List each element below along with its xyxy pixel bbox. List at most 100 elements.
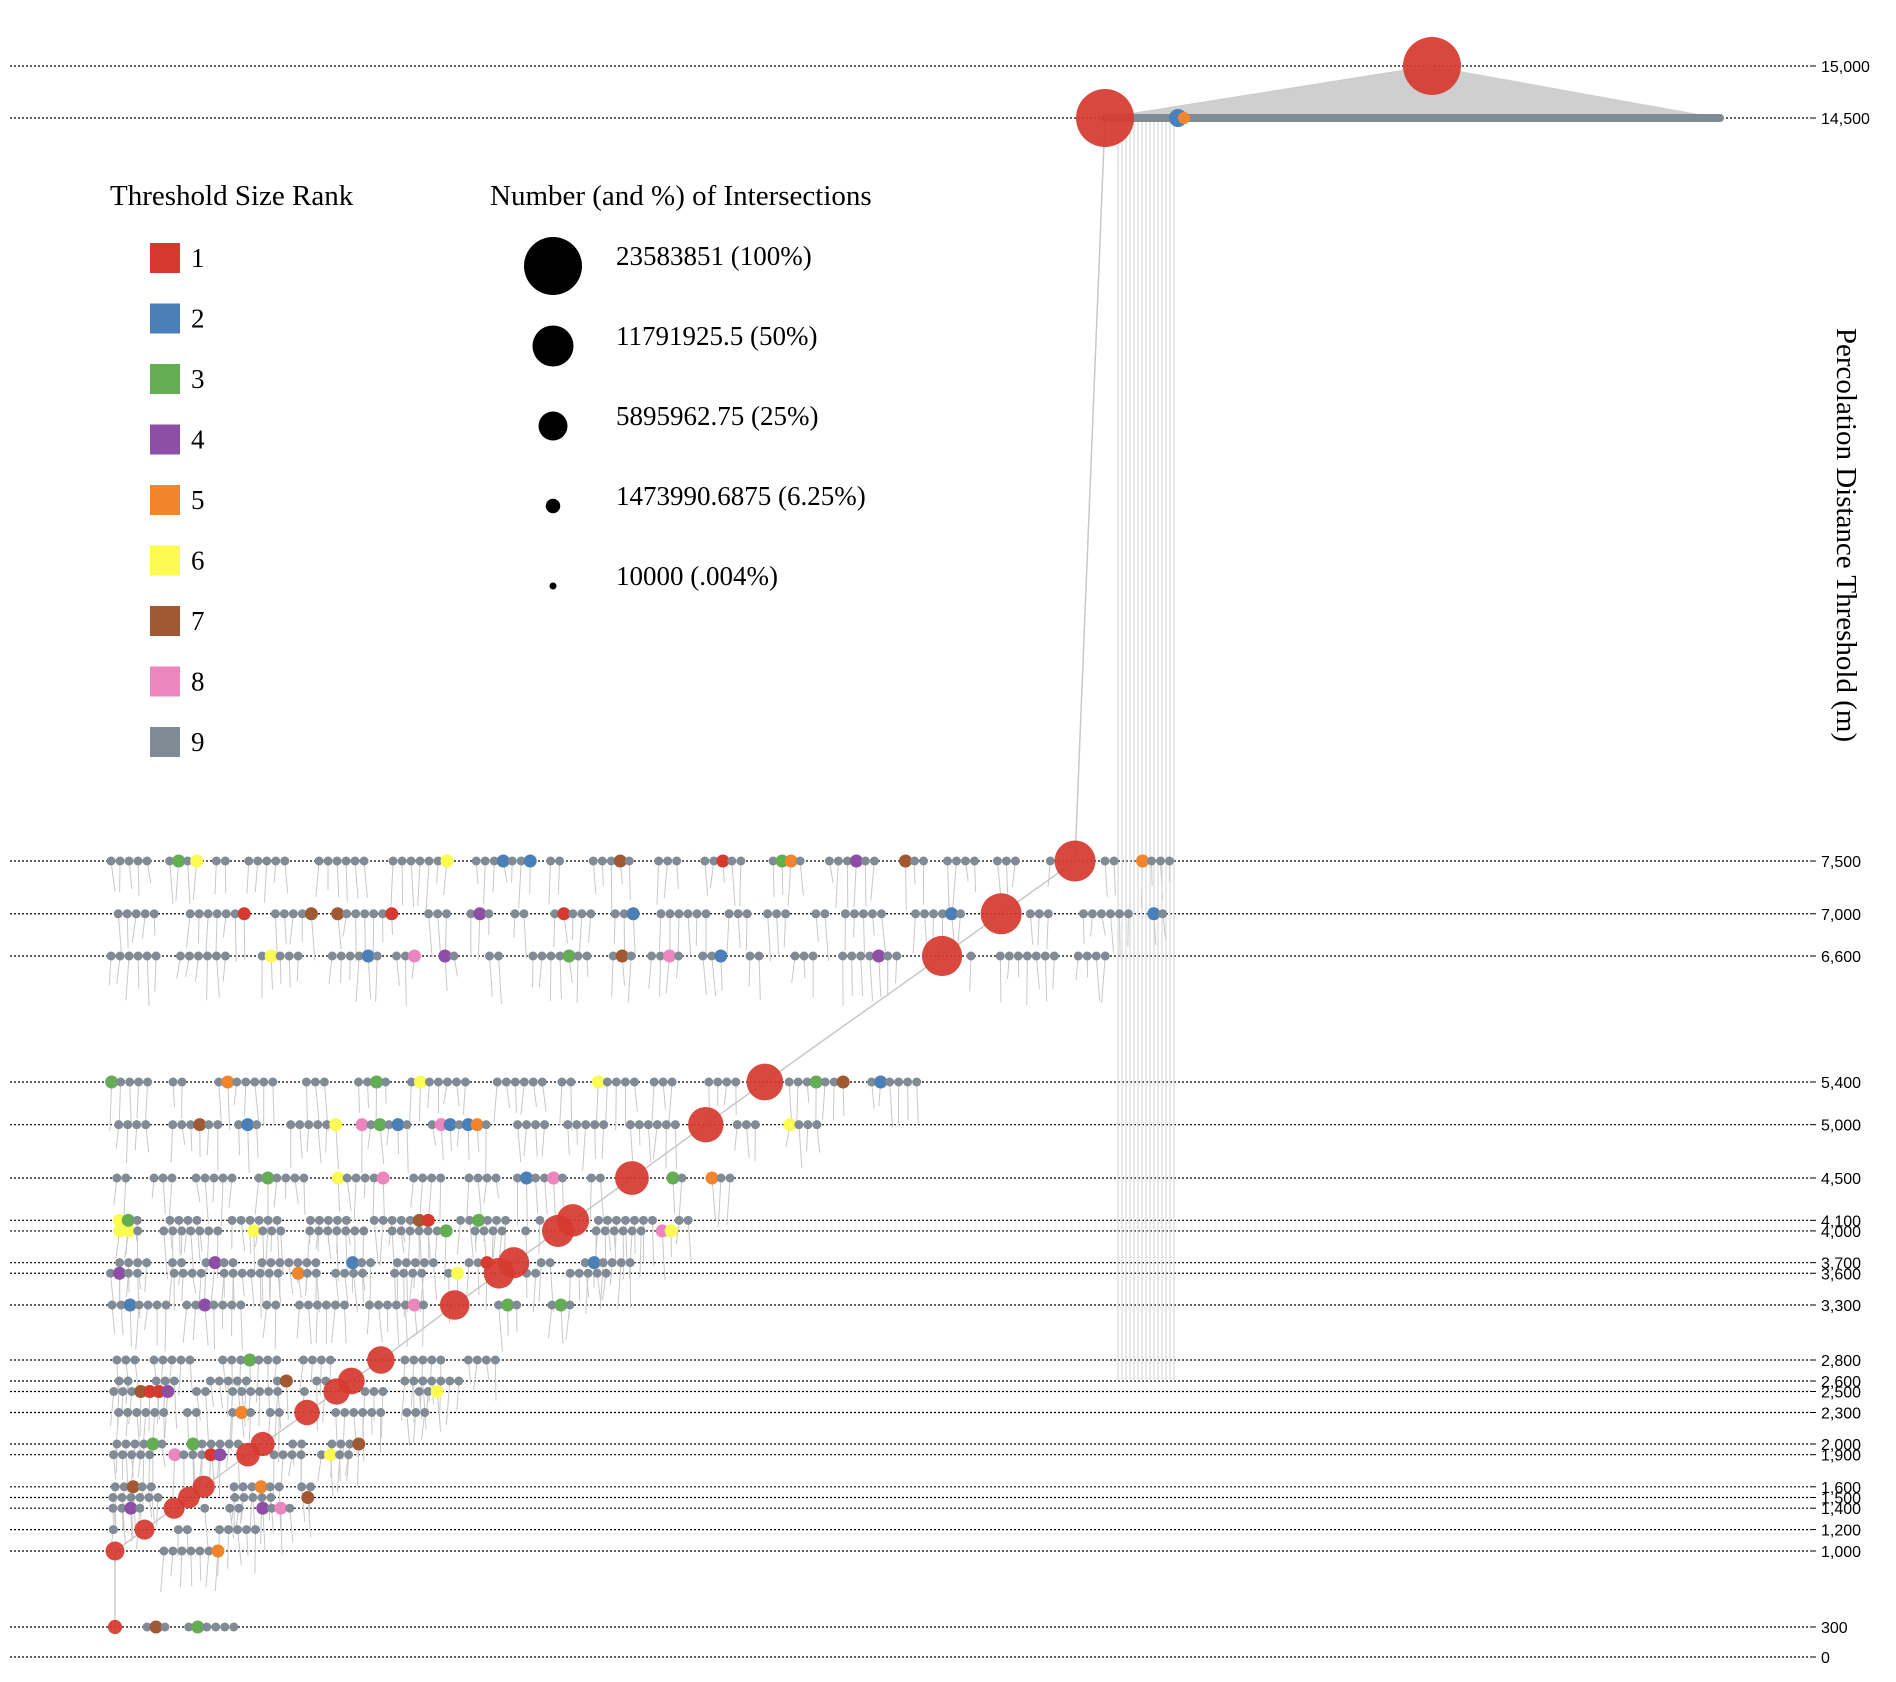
cluster-node	[335, 1450, 345, 1460]
cluster-node	[227, 1215, 237, 1225]
tree-link	[589, 1177, 592, 1224]
color-legend-label: 5	[191, 485, 205, 515]
cluster-node	[1087, 909, 1097, 919]
tree-link	[315, 860, 320, 897]
tree-link	[1101, 955, 1106, 1004]
tree-link	[996, 860, 1002, 895]
cluster-node	[665, 909, 675, 919]
cluster-node	[376, 1171, 390, 1185]
tree-link	[394, 1273, 397, 1305]
cluster-node	[472, 1355, 482, 1365]
cluster-node	[202, 1622, 212, 1632]
cluster-node	[512, 1173, 522, 1183]
cluster-node	[415, 856, 425, 866]
cluster-node	[629, 1077, 639, 1087]
tree-link	[236, 1529, 242, 1565]
cluster-node	[396, 1226, 406, 1236]
cluster-node	[241, 1376, 251, 1386]
tree-link	[353, 1177, 357, 1222]
cluster-node	[369, 909, 379, 919]
cluster-node	[829, 1077, 839, 1087]
cluster-node	[1001, 856, 1011, 866]
cluster-node	[118, 1450, 128, 1460]
cluster-node	[151, 1376, 161, 1386]
color-legend-swatch	[150, 727, 180, 757]
largest-cluster-node	[367, 1346, 395, 1374]
cluster-node	[157, 1439, 167, 1449]
cluster-node	[808, 951, 818, 961]
spine-link	[380, 1304, 456, 1361]
tree-link	[568, 1273, 571, 1318]
cluster-node	[590, 1120, 600, 1130]
y-tick-label: 1,900	[1821, 1448, 1861, 1465]
cluster-node	[519, 909, 529, 919]
cluster-node	[169, 1268, 179, 1278]
largest-cluster-node	[250, 1431, 275, 1457]
tree-link	[128, 860, 133, 890]
cluster-node	[528, 1077, 538, 1087]
cluster-node	[572, 1120, 582, 1130]
tree-link	[704, 860, 709, 896]
cluster-node	[634, 1120, 644, 1130]
tree-link	[269, 1262, 272, 1304]
cluster-node	[442, 1077, 452, 1087]
cluster-node	[246, 1408, 256, 1417]
tree-link	[145, 1124, 150, 1153]
cluster-node	[137, 1482, 147, 1492]
tree-link	[215, 955, 220, 998]
tree-link	[204, 1304, 209, 1346]
cluster-node	[519, 1171, 533, 1185]
cluster-node	[265, 1482, 275, 1492]
tree-link	[178, 1220, 181, 1256]
cluster-node	[405, 1215, 415, 1225]
cluster-node	[168, 1448, 182, 1462]
tree-link	[799, 860, 804, 896]
cluster-node	[566, 1077, 576, 1087]
cluster-node	[188, 1450, 198, 1460]
cluster-node	[332, 856, 342, 866]
cluster-node	[421, 1213, 435, 1227]
cluster-node	[113, 1224, 127, 1238]
cluster-node	[197, 1450, 207, 1460]
tree-link	[661, 1230, 666, 1281]
cluster-node	[227, 1300, 237, 1310]
cluster-node	[438, 949, 452, 963]
cluster-node	[297, 1439, 307, 1449]
cluster-node	[196, 1268, 206, 1278]
cluster-node	[341, 856, 351, 866]
cluster-node	[736, 856, 746, 866]
cluster-node	[146, 1437, 160, 1451]
cluster-node	[359, 1226, 369, 1236]
cluster-node	[363, 1077, 373, 1087]
cluster-node	[358, 1408, 368, 1417]
cluster-node	[824, 856, 834, 866]
tree-link	[116, 1380, 120, 1429]
cluster-node	[225, 1503, 235, 1513]
tree-link	[395, 955, 400, 986]
largest-cluster-node	[980, 893, 1022, 935]
cluster-node	[530, 1173, 540, 1183]
tree-link	[187, 860, 191, 905]
cluster-node	[247, 1224, 261, 1238]
cluster-node	[464, 1258, 474, 1268]
tree-link	[594, 1124, 596, 1159]
cluster-node	[204, 1448, 218, 1462]
color-legend-title: Threshold Size Rank	[110, 180, 354, 212]
cluster-node	[108, 1493, 118, 1502]
cluster-node	[130, 1439, 140, 1449]
cluster-node	[253, 856, 263, 866]
tree-link	[258, 1391, 261, 1427]
cluster-node	[966, 951, 976, 961]
cluster-node	[311, 1268, 321, 1278]
largest-cluster-node	[615, 1161, 649, 1195]
y-tick-label: 5,400	[1821, 1075, 1861, 1092]
tree-link	[469, 1220, 474, 1259]
tree-link	[192, 1304, 197, 1341]
cluster-node	[273, 1387, 283, 1396]
tree-link	[578, 1273, 581, 1302]
tree-link	[410, 860, 415, 908]
cluster-node	[186, 1226, 196, 1236]
cluster-node	[307, 1355, 317, 1365]
size-legend-label: 5895962.75 (25%)	[616, 401, 818, 431]
cluster-node	[259, 1077, 269, 1087]
